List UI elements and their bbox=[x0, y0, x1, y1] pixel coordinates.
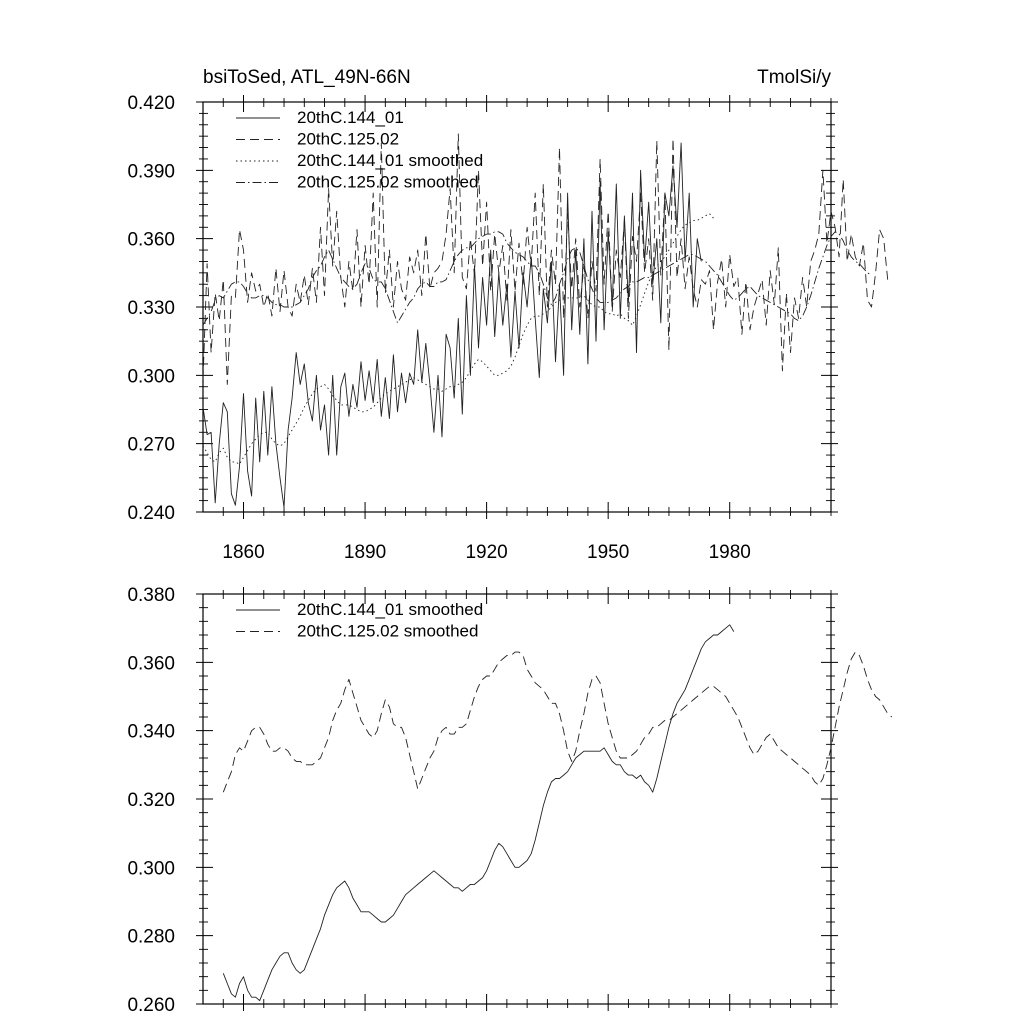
series-line-2 bbox=[202, 213, 714, 465]
y-tick-label: 0.300 bbox=[127, 858, 175, 879]
y-tick-label: 0.390 bbox=[127, 161, 175, 182]
y-tick-label: 0.270 bbox=[127, 435, 175, 456]
series-line-0 bbox=[222, 624, 735, 1002]
y-tick-label: 0.300 bbox=[127, 366, 175, 387]
bottom-panel: 0.260 0.280 0.300 0.320 0.340 0.360 0.380 20th… bbox=[127, 585, 893, 1016]
bottom-plot-frame bbox=[202, 593, 832, 1005]
y-tick-label: 0.360 bbox=[127, 230, 175, 251]
top-panel-title: bsiToSed, ATL_49N-66N bbox=[203, 67, 411, 88]
legend-label: 20thC.125.02 bbox=[297, 130, 399, 149]
top-panel-units: TmolSi/y bbox=[757, 67, 831, 88]
top-panel: bsiToSed, ATL_49N-66N TmolSi/y 0.240 0.27… bbox=[127, 67, 889, 563]
legend-label: 20thC.125.02 smoothed bbox=[297, 622, 478, 641]
legend-label: 20thC.144_01 bbox=[297, 108, 404, 127]
y-tick-label: 0.380 bbox=[127, 585, 175, 606]
x-tick-label: 1860 bbox=[222, 542, 264, 563]
bottom-panel-ticks: 0.260 0.280 0.300 0.320 0.340 0.360 0.380 bbox=[127, 585, 838, 1016]
bottom-panel-legend: 20thC.144_01 smoothed 20thC.125.02 smooth… bbox=[236, 600, 483, 641]
x-tick-label: 1980 bbox=[709, 542, 751, 563]
y-tick-label: 0.360 bbox=[127, 653, 175, 674]
top-panel-legend: 20thC.144_01 20thC.125.02 20thC.144_01 smo… bbox=[236, 108, 483, 192]
series-line-1 bbox=[222, 651, 893, 793]
y-tick-label: 0.340 bbox=[127, 722, 175, 743]
x-tick-label: 1950 bbox=[587, 542, 629, 563]
top-panel-ticks: 0.240 0.270 0.300 0.330 0.360 0.390 0.420 1860 1… bbox=[127, 93, 838, 563]
series-line-0 bbox=[202, 142, 702, 508]
x-tick-label: 1920 bbox=[465, 542, 507, 563]
y-tick-label: 0.420 bbox=[127, 93, 175, 114]
legend-label: 20thC.125.02 smoothed bbox=[297, 173, 478, 192]
series-line-3 bbox=[202, 231, 872, 326]
y-tick-label: 0.240 bbox=[127, 503, 175, 524]
legend-label: 20thC.144_01 smoothed bbox=[297, 151, 483, 170]
y-tick-label: 0.330 bbox=[127, 298, 175, 319]
x-tick-label: 1890 bbox=[344, 542, 386, 563]
y-tick-label: 0.280 bbox=[127, 927, 175, 948]
y-tick-label: 0.320 bbox=[127, 790, 175, 811]
y-tick-label: 0.260 bbox=[127, 995, 175, 1016]
top-panel-series bbox=[202, 133, 889, 508]
bottom-panel-series bbox=[222, 624, 893, 1002]
series-line-1 bbox=[202, 133, 889, 385]
legend-label: 20thC.144_01 smoothed bbox=[297, 600, 483, 619]
